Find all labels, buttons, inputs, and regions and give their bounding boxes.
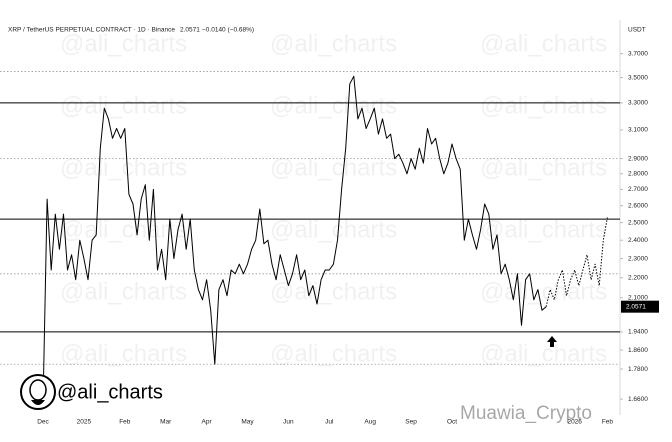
x-tick-label: Aug (364, 419, 376, 426)
x-tick-label: Jul (325, 419, 334, 426)
x-tick-label: Apr (202, 419, 213, 426)
y-tick-label: 2.4000 (628, 237, 648, 244)
watermark: @ali_charts (60, 92, 187, 119)
watermark: @ali_charts (270, 30, 397, 57)
plot: 3.7000 3.5000 3.3000 3.1000 2.9000 2.8000 2.70… (0, 50, 659, 426)
x-tick-label: Feb (602, 419, 614, 426)
y-tick-label: 2.2000 (628, 274, 648, 281)
x-tick-label: 2025 (77, 419, 92, 426)
y-tick-label: 3.5000 (628, 74, 648, 81)
watermark: @ali_charts (60, 216, 187, 243)
y-tick-label: 2.6000 (628, 202, 648, 209)
y-tick-label: 3.1000 (628, 127, 648, 134)
y-tick-label: 2.3000 (628, 255, 648, 262)
x-tick-label: 2026 (567, 419, 582, 426)
x-tick-label: Feb (119, 419, 131, 426)
y-tick-label: 3.3000 (628, 100, 648, 107)
watermark: @ali_charts (270, 340, 397, 367)
y-tick-label: 2.8000 (628, 170, 648, 177)
chart-title: XRP / TetherUS PERPETUAL CONTRACT · 1D ·… (8, 27, 175, 34)
currency: USDT (628, 27, 646, 34)
logo-beard (31, 400, 45, 405)
price-badge-label: 2.0571 (626, 303, 646, 310)
y-tick-label: 2.5000 (628, 219, 648, 226)
watermark: @ali_charts (480, 92, 607, 119)
watermark: @ali_charts (270, 216, 397, 243)
x-tick-label: Jun (283, 419, 294, 426)
x-tick-label: Sep (405, 419, 417, 426)
y-tick-label: 1.8600 (628, 347, 648, 354)
watermark: @ali_charts (60, 340, 187, 367)
projection-line (545, 217, 608, 307)
y-tick-label: 2.9000 (628, 155, 648, 162)
watermarks: @ali_charts @ali_charts @ali_charts @ali_ch… (60, 30, 607, 367)
logo: @ali_charts (20, 374, 163, 410)
y-tick-label: 2.1000 (628, 294, 648, 301)
up-arrow (547, 336, 557, 347)
header-price: 2.0571 (180, 27, 200, 34)
x-tick-label: May (241, 419, 254, 426)
price-badge (621, 300, 659, 313)
y-tick-label: 3.7000 (628, 50, 648, 57)
header-change: −0.0140 (−0.68%) (202, 27, 254, 34)
watermark: @ali_charts (60, 30, 187, 57)
watermark: @ali_charts (270, 278, 397, 305)
x-tick-label: Oct (447, 419, 457, 426)
watermark: @ali_charts (480, 216, 607, 243)
logo-circle (20, 374, 56, 410)
watermark: @ali_charts (480, 30, 607, 57)
y-tick-label: 1.9400 (628, 329, 648, 336)
watermark: @ali_charts (270, 92, 397, 119)
watermark: @ali_charts (480, 340, 607, 367)
y-tick-label: 1.7800 (628, 366, 648, 373)
y-tick-label: 2.7000 (628, 186, 648, 193)
logo-text: @ali_charts (57, 381, 163, 403)
price-line (42, 75, 547, 406)
watermark: @ali_charts (480, 278, 607, 305)
y-tick-label: 1.6600 (628, 396, 648, 403)
x-tick-label: Mar (160, 419, 172, 426)
credit-watermark: Muawia_Crypto (460, 403, 592, 424)
watermark: @ali_charts (60, 278, 187, 305)
x-tick-label: Dec (37, 419, 49, 426)
